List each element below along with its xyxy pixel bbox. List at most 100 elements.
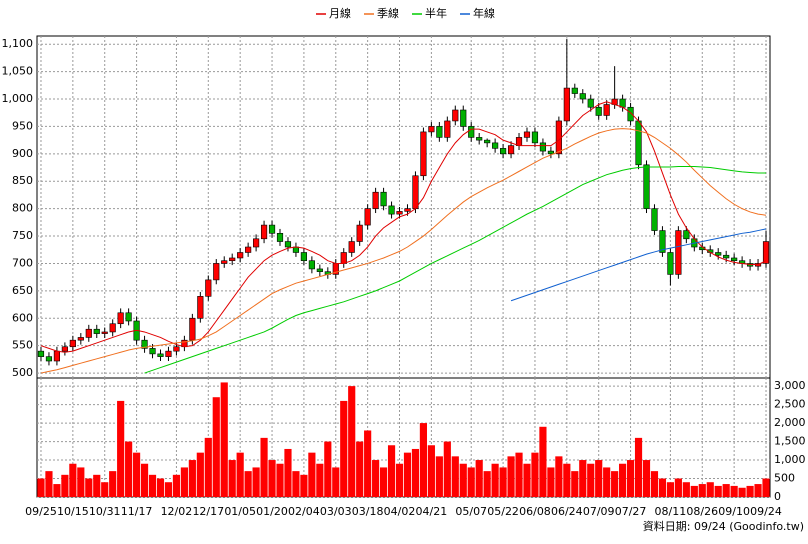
volume-bar <box>140 463 149 497</box>
volume-bar <box>93 474 101 497</box>
volume-bar <box>491 463 499 497</box>
volume-bar <box>77 467 85 497</box>
y-tick-label: 500 <box>12 366 33 379</box>
candle-body <box>619 98 626 108</box>
candle-body <box>141 339 148 349</box>
candle-body <box>531 131 539 144</box>
volume-bar <box>236 452 244 497</box>
volume-bar <box>603 467 611 497</box>
x-tick-label: 09/25 <box>25 505 57 518</box>
volume-bar <box>650 471 659 497</box>
candle-body <box>643 164 650 209</box>
candle-body <box>245 246 252 253</box>
x-tick-label: 03/03 <box>320 505 352 518</box>
candle-body <box>396 211 403 215</box>
candle-body <box>45 356 53 362</box>
volume-bar <box>164 482 173 497</box>
x-tick-label: 08/11 <box>655 505 687 518</box>
candle-body <box>53 350 61 362</box>
volume-bar <box>101 482 109 497</box>
x-tick-label: 10/15 <box>57 505 89 518</box>
candle-body <box>523 131 531 138</box>
candle-body <box>595 106 602 116</box>
candle-body <box>380 191 387 207</box>
candle-body <box>547 150 554 155</box>
x-tick-label: 12/02 <box>161 505 193 518</box>
y-tick-label: 750 <box>12 229 33 242</box>
volume-bar <box>690 485 698 497</box>
volume-bar <box>316 463 324 497</box>
volume-bar <box>37 478 45 497</box>
volume-bar <box>379 467 388 497</box>
candle-body <box>476 137 483 141</box>
candle-body <box>37 350 45 357</box>
y-tick-label: 2,000 <box>774 416 806 429</box>
volume-bar <box>722 484 730 497</box>
candle-body <box>460 109 467 127</box>
ma-line <box>144 165 767 374</box>
candle-body <box>372 191 379 209</box>
candle-body <box>539 142 547 152</box>
candle-body <box>356 224 363 242</box>
candle-body <box>237 252 244 259</box>
volume-bar <box>595 460 603 497</box>
candle-body <box>229 257 236 262</box>
volume-bar <box>754 484 762 497</box>
x-tick-label: 06/24 <box>551 505 583 518</box>
x-tick-label: 04/02 <box>384 505 416 518</box>
candle-body <box>61 346 68 352</box>
legend-label: 半年 <box>425 6 447 20</box>
x-tick-label: 01/20 <box>256 505 288 518</box>
candle-body <box>444 120 451 138</box>
candle-body <box>500 148 507 155</box>
volume-bar <box>515 452 523 497</box>
volume-bar <box>244 471 252 497</box>
legend-label: 季線 <box>377 6 399 20</box>
volume-bar <box>148 474 157 497</box>
volume-bar <box>204 437 212 497</box>
candle-body <box>300 252 307 262</box>
candle-body <box>436 126 443 138</box>
candle-body <box>109 323 116 333</box>
candle-body <box>587 98 594 108</box>
volume-bar <box>467 467 475 497</box>
x-tick-label: 05/07 <box>455 505 487 518</box>
y-tick-label: 650 <box>12 284 33 297</box>
y-tick-label: 2,500 <box>774 398 806 411</box>
candle-body <box>723 254 730 259</box>
volume-bar <box>403 452 412 497</box>
volume-bar <box>626 460 635 497</box>
y-tick-label: 0 <box>774 490 781 503</box>
volume-bar <box>117 400 125 497</box>
volume-bar <box>579 460 587 497</box>
candle-body <box>77 337 84 341</box>
volume-bar <box>53 484 61 497</box>
candle-body <box>340 252 347 264</box>
volume-bar <box>356 441 364 497</box>
volume-bar <box>587 463 595 497</box>
x-tick-label: 07/27 <box>615 505 647 518</box>
volume-bar <box>611 471 619 497</box>
candle-body <box>563 87 570 122</box>
volume-bar <box>706 482 714 497</box>
candle-body <box>555 120 562 155</box>
volume-bar <box>340 400 348 497</box>
volume-bar <box>180 467 188 497</box>
candle-body <box>197 296 204 319</box>
volume-bar <box>188 460 196 497</box>
y-tick-label: 1,500 <box>774 435 806 448</box>
y-tick-label: 1,100 <box>2 37 34 50</box>
price-panel <box>36 35 771 379</box>
x-tick-label: 04/21 <box>416 505 448 518</box>
volume-bar <box>45 471 53 497</box>
candle-body <box>292 246 300 253</box>
candle-body <box>276 233 284 242</box>
candle-body <box>284 241 292 248</box>
volume-bar <box>252 467 260 497</box>
footer: 資料日期: 09/24 (Goodinfo.tw) <box>643 519 804 533</box>
candle-body <box>364 208 371 226</box>
x-tick-label: 02/04 <box>288 505 320 518</box>
ma-line <box>40 101 767 353</box>
candle-body <box>157 353 164 357</box>
volume-bar <box>300 474 308 497</box>
